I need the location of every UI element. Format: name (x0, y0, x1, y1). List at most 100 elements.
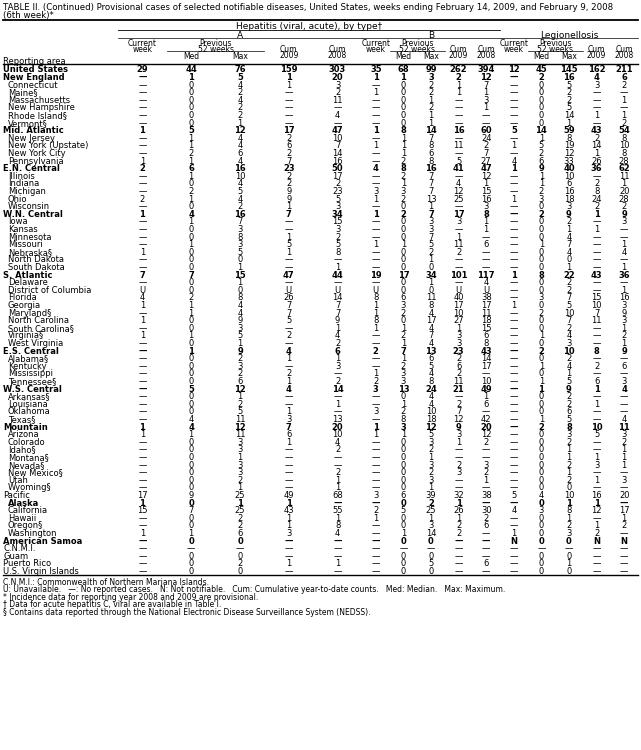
Text: 1: 1 (539, 332, 544, 340)
Text: 0: 0 (401, 225, 406, 234)
Text: 8: 8 (594, 187, 599, 196)
Text: —: — (372, 134, 380, 143)
Text: 3: 3 (428, 460, 434, 470)
Text: —: — (372, 476, 380, 485)
Text: 4: 4 (622, 248, 627, 257)
Text: 0: 0 (188, 377, 194, 386)
Text: California: California (8, 506, 48, 515)
Text: 68: 68 (332, 491, 343, 500)
Text: —: — (454, 392, 463, 401)
Text: 4: 4 (428, 309, 433, 318)
Text: week: week (366, 45, 386, 54)
Text: 0: 0 (538, 537, 544, 546)
Text: 1: 1 (622, 286, 627, 295)
Text: —: — (454, 134, 463, 143)
Text: 0: 0 (566, 537, 572, 546)
Text: 0: 0 (188, 111, 194, 120)
Text: 4: 4 (335, 529, 340, 538)
Text: 0: 0 (539, 248, 544, 257)
Text: —: — (510, 210, 518, 219)
Text: —: — (510, 316, 518, 326)
Text: 1: 1 (373, 324, 378, 333)
Text: 22: 22 (563, 271, 575, 280)
Text: —: — (510, 407, 518, 416)
Text: —: — (454, 446, 463, 454)
Text: 99: 99 (425, 65, 437, 74)
Text: 1: 1 (622, 453, 627, 462)
Text: —: — (372, 157, 380, 166)
Text: 1: 1 (401, 149, 406, 158)
Text: 11: 11 (592, 316, 602, 326)
Text: —: — (482, 529, 490, 538)
Text: 17: 17 (283, 126, 295, 135)
Text: 6: 6 (335, 346, 340, 355)
Text: 6: 6 (237, 377, 243, 386)
Text: 5: 5 (428, 430, 433, 439)
Text: —: — (285, 468, 293, 477)
Text: —: — (510, 354, 518, 363)
Text: 1: 1 (286, 521, 292, 530)
Text: 3: 3 (428, 73, 434, 82)
Text: —: — (372, 232, 380, 242)
Text: 0: 0 (539, 324, 544, 333)
Text: 2: 2 (567, 96, 572, 105)
Text: —: — (592, 88, 601, 98)
Text: 0: 0 (401, 392, 406, 401)
Text: 9: 9 (621, 346, 627, 355)
Text: —: — (620, 370, 628, 379)
Text: 10: 10 (332, 134, 343, 143)
Text: 7: 7 (335, 309, 340, 318)
Text: New England: New England (3, 73, 65, 82)
Text: 6: 6 (401, 491, 406, 500)
Text: 8: 8 (622, 149, 627, 158)
Text: —: — (510, 88, 518, 98)
Text: 52 weeks: 52 weeks (197, 45, 233, 54)
Text: 1: 1 (539, 362, 544, 371)
Text: Georgia: Georgia (8, 301, 41, 310)
Text: 2: 2 (286, 370, 292, 379)
Text: 7: 7 (483, 149, 489, 158)
Text: 0: 0 (539, 263, 544, 272)
Text: 0: 0 (188, 354, 194, 363)
Text: 2: 2 (428, 499, 434, 508)
Text: 2: 2 (237, 370, 243, 379)
Text: 2: 2 (401, 172, 406, 181)
Text: 20: 20 (480, 423, 492, 432)
Text: 1: 1 (428, 111, 433, 120)
Text: —: — (138, 179, 147, 188)
Text: 20: 20 (619, 491, 629, 500)
Text: —: — (592, 407, 601, 416)
Text: 1: 1 (286, 377, 292, 386)
Text: —: — (510, 118, 518, 128)
Text: 9: 9 (566, 385, 572, 394)
Text: 0: 0 (237, 286, 243, 295)
Text: 2009: 2009 (279, 51, 299, 60)
Text: 0: 0 (188, 460, 194, 470)
Text: 8: 8 (237, 232, 243, 242)
Text: 12: 12 (481, 172, 492, 181)
Text: —: — (482, 256, 490, 265)
Text: —: — (372, 263, 380, 272)
Text: 0: 0 (539, 286, 544, 295)
Text: 8: 8 (373, 316, 378, 326)
Text: Connecticut: Connecticut (8, 81, 58, 90)
Text: 3: 3 (237, 468, 243, 477)
Text: —: — (285, 400, 293, 409)
Text: 3: 3 (456, 217, 462, 226)
Text: 16: 16 (234, 210, 246, 219)
Text: 4: 4 (237, 142, 243, 151)
Text: 3: 3 (622, 430, 627, 439)
Text: 5: 5 (237, 73, 243, 82)
Text: —: — (138, 362, 147, 371)
Text: —: — (510, 286, 518, 295)
Text: 2: 2 (622, 438, 627, 447)
Text: —: — (510, 278, 518, 287)
Text: 4: 4 (237, 195, 243, 204)
Text: 2: 2 (622, 332, 627, 340)
Text: 0: 0 (539, 468, 544, 477)
Text: Max: Max (561, 52, 577, 61)
Text: —: — (510, 256, 518, 265)
Text: 2: 2 (622, 118, 627, 128)
Text: Louisiana: Louisiana (8, 400, 47, 409)
Text: American Samoa: American Samoa (3, 537, 82, 546)
